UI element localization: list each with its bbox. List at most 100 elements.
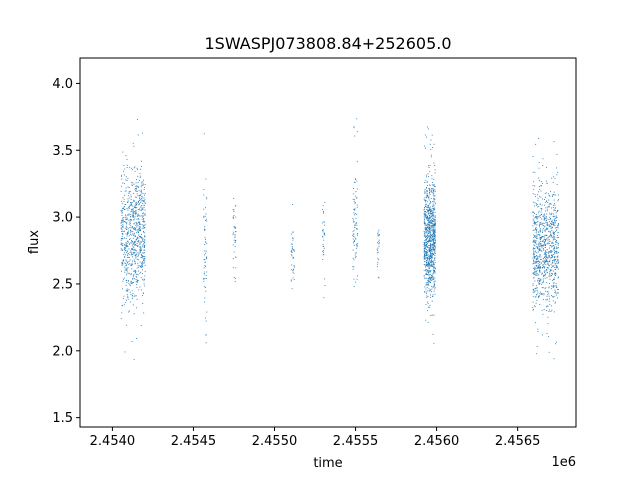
- data-point: [126, 235, 128, 237]
- data-point: [434, 222, 436, 224]
- data-point: [553, 358, 555, 360]
- data-point: [356, 247, 358, 249]
- data-point: [130, 202, 131, 203]
- data-point: [431, 244, 433, 246]
- data-point: [430, 250, 432, 252]
- data-point: [356, 233, 358, 235]
- data-point: [426, 207, 428, 209]
- data-point: [138, 219, 140, 221]
- data-point: [548, 194, 550, 196]
- data-point: [553, 209, 555, 211]
- data-point: [540, 221, 542, 223]
- data-point: [130, 216, 131, 218]
- data-point: [353, 208, 355, 210]
- data-point: [553, 286, 555, 288]
- data-point: [129, 204, 131, 206]
- data-point: [431, 314, 433, 316]
- data-point: [291, 247, 293, 249]
- data-point: [143, 256, 145, 257]
- data-point: [433, 240, 435, 242]
- data-point: [555, 294, 557, 296]
- data-point: [536, 236, 538, 238]
- data-point: [553, 234, 555, 236]
- data-point: [423, 213, 425, 215]
- data-point: [547, 239, 549, 241]
- data-point: [557, 277, 559, 279]
- data-point: [353, 221, 355, 223]
- data-point: [540, 267, 542, 269]
- data-point: [130, 214, 132, 216]
- data-point: [428, 188, 430, 190]
- data-point: [124, 249, 126, 251]
- data-point: [129, 263, 131, 265]
- data-point: [533, 240, 534, 242]
- data-point: [542, 264, 544, 266]
- data-point: [535, 226, 537, 228]
- data-point: [130, 205, 132, 207]
- data-point: [433, 246, 435, 248]
- data-point: [144, 261, 146, 263]
- data-point: [554, 259, 556, 260]
- data-point: [425, 250, 427, 252]
- data-point: [535, 243, 537, 245]
- data-point: [293, 272, 295, 274]
- data-point: [534, 322, 536, 324]
- data-point: [433, 195, 435, 197]
- data-point: [428, 264, 430, 266]
- data-point: [130, 224, 132, 226]
- data-point: [542, 240, 544, 241]
- data-point: [533, 253, 535, 255]
- data-point: [543, 217, 545, 219]
- data-point: [550, 288, 552, 290]
- data-point: [552, 182, 554, 184]
- data-point: [377, 262, 379, 264]
- data-point: [433, 239, 435, 241]
- data-point: [138, 232, 140, 234]
- data-point: [551, 254, 553, 256]
- data-point: [323, 254, 325, 256]
- data-point: [432, 276, 434, 278]
- data-point: [433, 241, 435, 243]
- data-point: [427, 283, 429, 285]
- data-point: [293, 249, 295, 251]
- data-point: [135, 239, 137, 241]
- data-point: [424, 242, 426, 244]
- data-point: [125, 215, 127, 217]
- data-point: [557, 235, 559, 237]
- data-point: [141, 262, 143, 264]
- data-point: [429, 280, 431, 282]
- data-point: [125, 260, 127, 262]
- data-point: [539, 245, 541, 247]
- data-point: [426, 245, 428, 247]
- data-point: [131, 202, 133, 204]
- data-point: [545, 253, 547, 255]
- data-point: [135, 222, 137, 224]
- data-point: [139, 272, 141, 274]
- data-point: [425, 214, 427, 216]
- data-point: [123, 248, 125, 250]
- data-point: [134, 252, 136, 254]
- data-point: [378, 242, 380, 244]
- data-point: [233, 231, 235, 233]
- data-point: [205, 275, 207, 276]
- data-point: [122, 197, 124, 199]
- data-point: [550, 224, 552, 226]
- data-point: [534, 250, 536, 252]
- data-point: [533, 234, 535, 236]
- data-point: [423, 212, 425, 214]
- data-point: [537, 216, 539, 218]
- data-point: [424, 251, 426, 253]
- data-point: [232, 209, 234, 211]
- data-point: [430, 247, 431, 249]
- data-point: [539, 180, 540, 182]
- data-point: [542, 280, 544, 282]
- data-point: [135, 229, 137, 231]
- data-point: [143, 246, 145, 248]
- data-point: [546, 251, 548, 253]
- data-point: [429, 246, 431, 248]
- data-point: [533, 261, 535, 263]
- data-point: [556, 229, 558, 231]
- data-point: [430, 233, 432, 235]
- data-point: [139, 247, 141, 249]
- data-point: [535, 238, 537, 240]
